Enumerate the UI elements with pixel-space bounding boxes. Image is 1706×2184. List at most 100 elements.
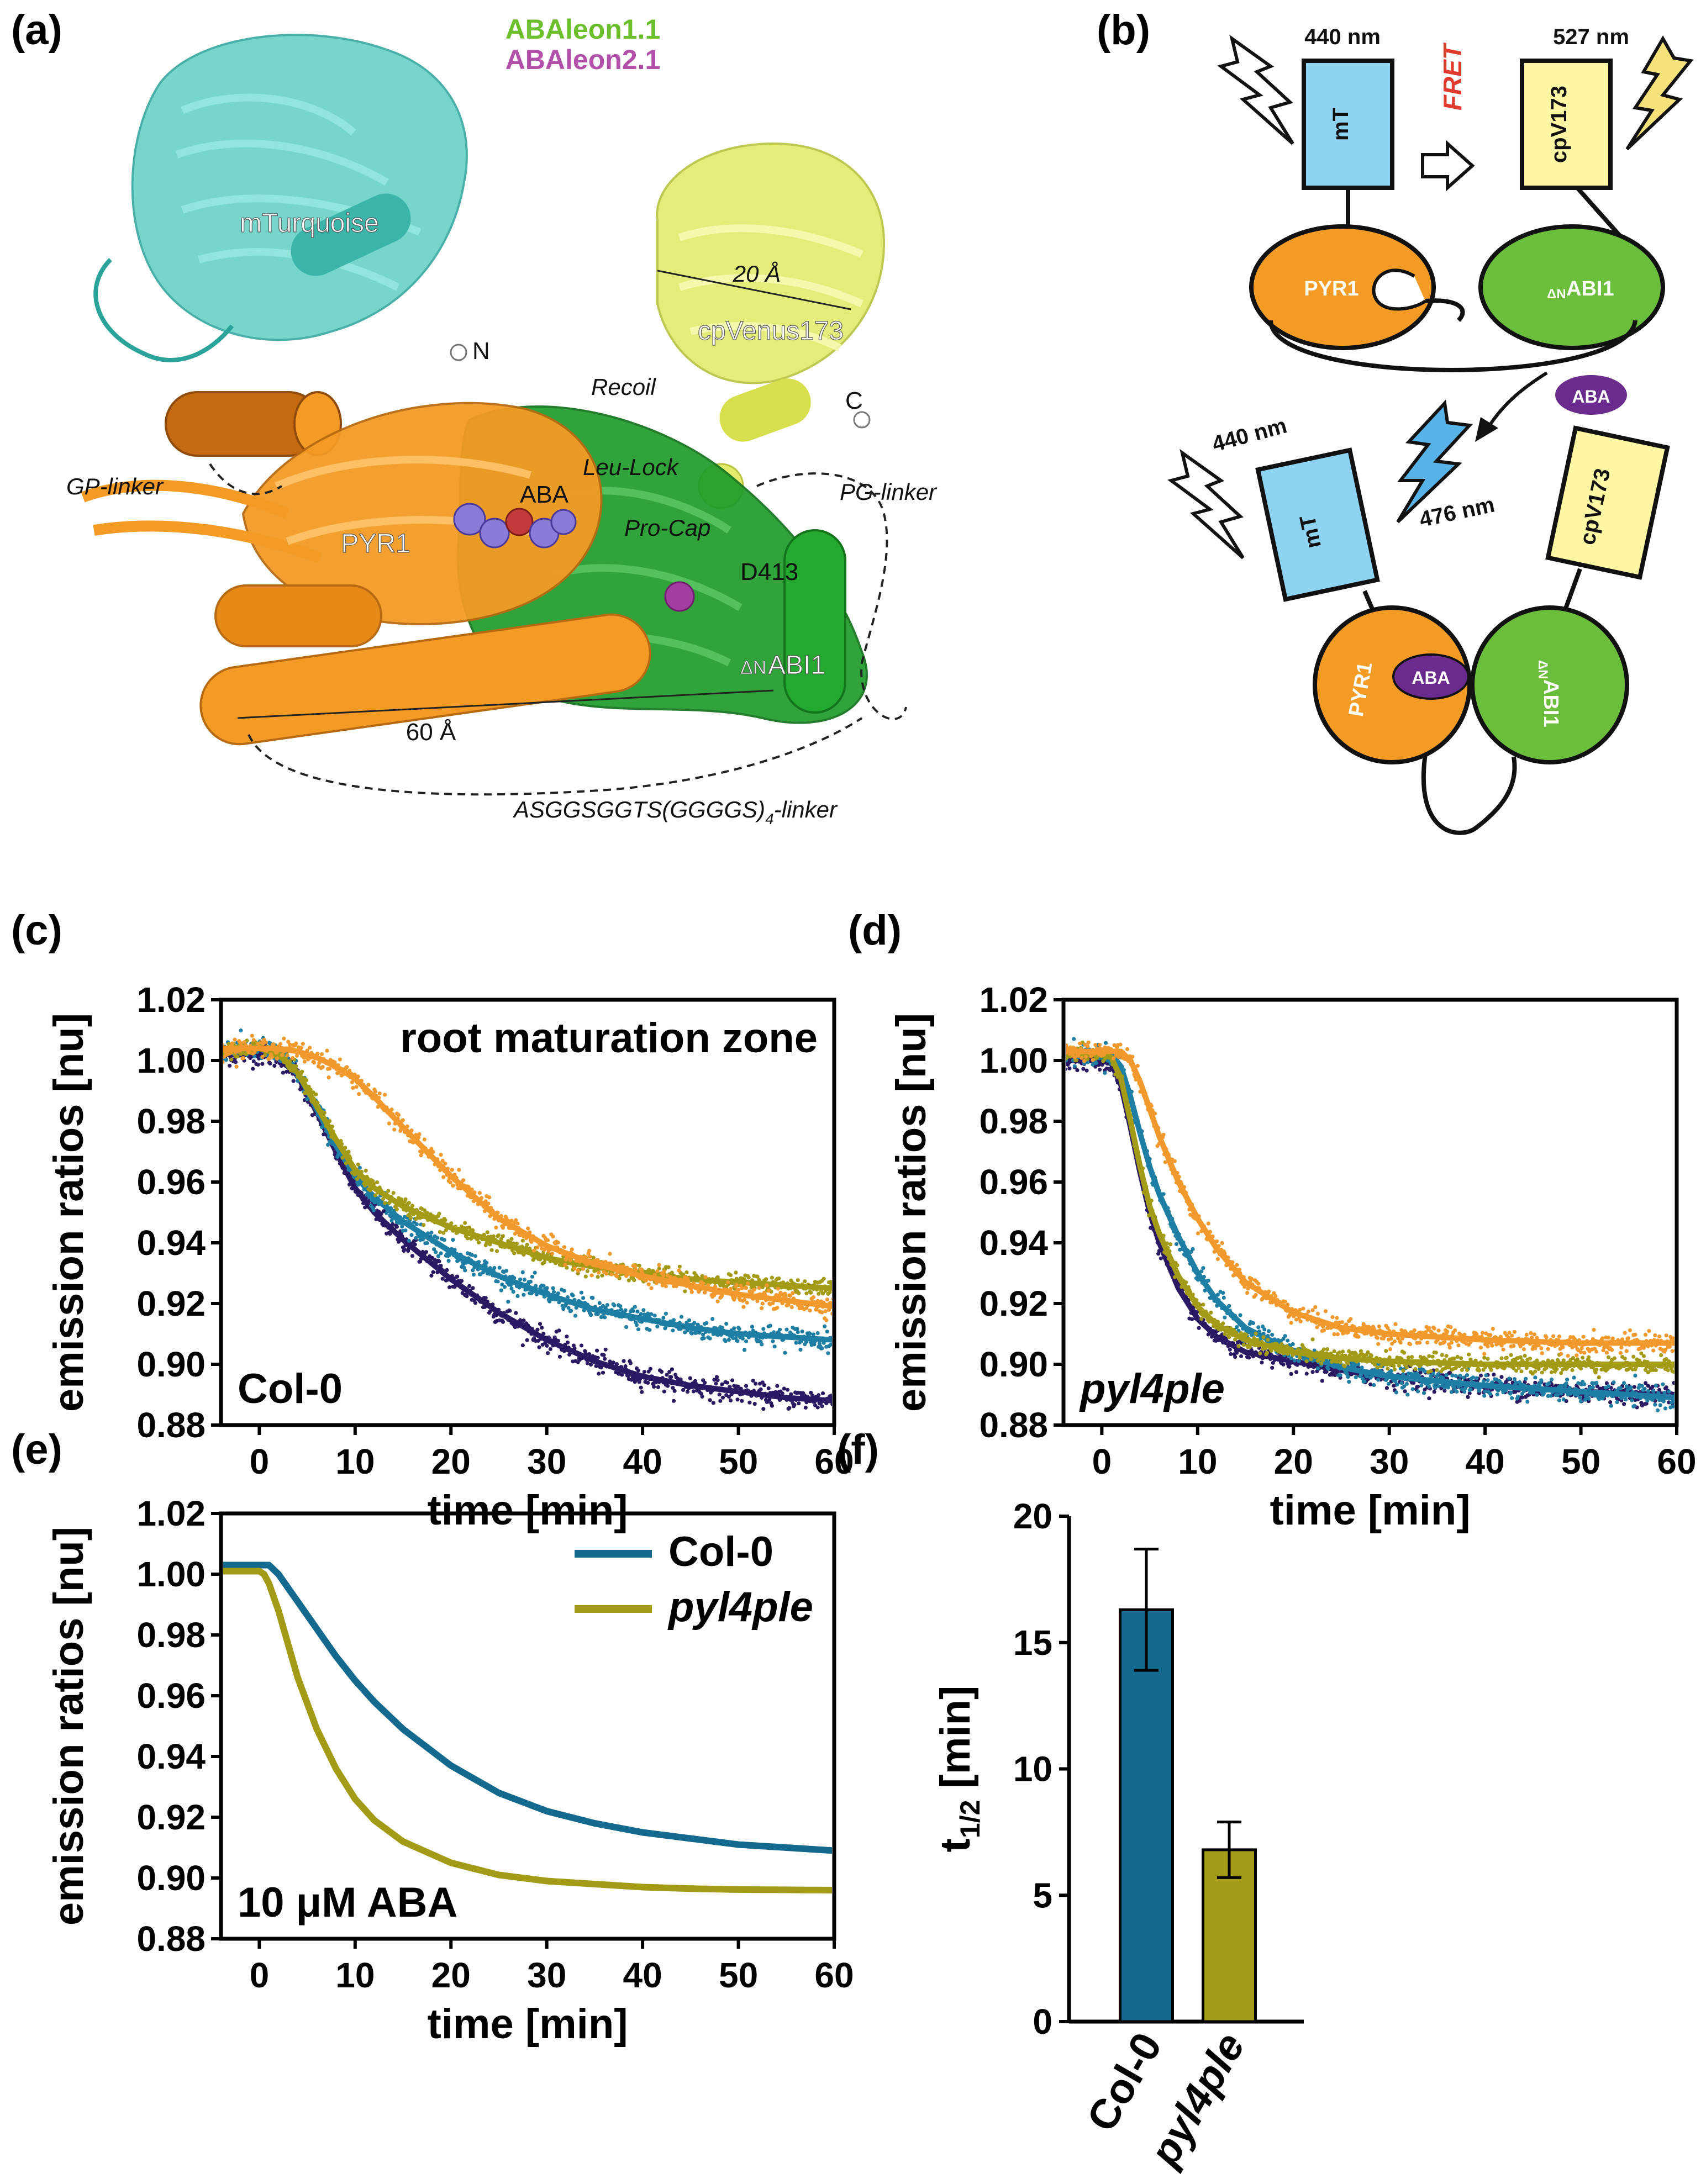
chart-c-point <box>548 1347 552 1351</box>
chart-c-point <box>683 1289 687 1294</box>
distance-20-line <box>657 270 851 310</box>
chart-c-point <box>688 1376 692 1380</box>
chart-d-point <box>1386 1381 1391 1386</box>
chart-c-point <box>679 1315 684 1319</box>
chart-c-ytick-label-7: 1.02 <box>136 980 206 1020</box>
chart-c-point <box>459 1279 464 1283</box>
chart-c-point <box>473 1254 478 1258</box>
chart-c-point <box>551 1290 556 1294</box>
chart-d-xtick-label-3: 30 <box>1370 1442 1409 1481</box>
chart-c-point <box>282 1036 286 1041</box>
chart-d-point <box>1447 1370 1452 1375</box>
chart-d-point <box>1594 1381 1599 1385</box>
chart-d-point <box>1320 1379 1324 1383</box>
chart-d-point <box>1401 1368 1405 1373</box>
chart-c-point <box>576 1271 580 1276</box>
chart-c-point <box>626 1278 631 1283</box>
chart-c-point <box>761 1327 766 1331</box>
chart-d-point <box>1622 1402 1626 1406</box>
bottom-cpv-box <box>1545 425 1670 580</box>
chart-c-point <box>723 1339 728 1343</box>
chart-d-point <box>1347 1380 1351 1384</box>
chart-d-ylabel: emission ratios [nu] <box>888 1013 935 1412</box>
chart-d-point <box>1376 1378 1381 1382</box>
chart-c-point <box>708 1398 712 1402</box>
chart-d-xtick-label-0: 0 <box>1092 1442 1112 1481</box>
chart-d-xtick-label-6: 60 <box>1657 1442 1696 1481</box>
chart-c-point <box>622 1264 626 1269</box>
chart-c-point <box>585 1269 589 1273</box>
chart-c-point <box>745 1300 749 1305</box>
chart-c-point <box>291 1079 296 1083</box>
chart-d-point <box>1642 1386 1647 1391</box>
chart-c-point <box>383 1093 387 1097</box>
chart-c-point <box>797 1401 801 1406</box>
top-cpv-linker <box>1576 186 1623 239</box>
chart-d-point <box>1429 1369 1433 1373</box>
c-terminus-marker <box>853 411 871 429</box>
chart-d-point <box>1244 1332 1249 1337</box>
chart-d-point <box>1452 1356 1456 1361</box>
chart-d-point <box>1434 1351 1438 1355</box>
excitation-bolt-top <box>1217 34 1294 145</box>
chart-c-point <box>425 1241 429 1246</box>
chart-d-ytick-label-4: 0.96 <box>979 1162 1048 1202</box>
chart-d-point <box>1514 1369 1519 1373</box>
top-pyr1-pocket <box>1372 268 1426 311</box>
chart-d-point <box>1533 1369 1537 1374</box>
chart-d-point <box>1365 1374 1369 1379</box>
chart-c-point <box>251 1059 256 1064</box>
top-loop-linker <box>1268 320 1637 372</box>
chart-d-point <box>1481 1379 1486 1384</box>
chart-d-point <box>1269 1348 1273 1353</box>
chart-c-point <box>234 1064 239 1069</box>
chart-d-point <box>1386 1367 1390 1371</box>
chart-c-point <box>562 1289 566 1293</box>
chart-c-point <box>241 1056 246 1061</box>
chart-c-point <box>556 1291 560 1296</box>
chart-c-point <box>831 1297 832 1301</box>
chart-c-point <box>506 1300 510 1304</box>
chart-d-point <box>1630 1398 1634 1402</box>
chart-c-point <box>766 1289 771 1293</box>
chart-c-point <box>483 1296 488 1300</box>
chart-c-point <box>787 1406 792 1410</box>
pg-linker-curve <box>756 472 907 720</box>
pyr1-domain <box>81 391 651 746</box>
chart-d-point <box>1646 1389 1650 1394</box>
chart-c-point <box>233 1060 238 1064</box>
chart-c-point <box>800 1330 804 1334</box>
chart-c-point <box>387 1121 392 1126</box>
chart-d-point <box>1404 1381 1409 1386</box>
chart-c-ytick-label-3: 0.94 <box>136 1223 206 1263</box>
chart-d-point <box>1174 1242 1179 1246</box>
chart-d-point <box>1410 1355 1414 1359</box>
chart-c-point <box>457 1168 461 1172</box>
chart-c-point <box>712 1293 717 1297</box>
chart-c-point <box>815 1331 820 1336</box>
chart-c-point <box>632 1278 636 1283</box>
chart-c-point <box>357 1165 362 1170</box>
chart-c-point <box>491 1234 496 1238</box>
chart-d-point <box>1539 1378 1544 1383</box>
chart-c-point <box>619 1307 623 1312</box>
label-n-terminus: N <box>472 337 490 365</box>
chart-d-point <box>1431 1371 1436 1376</box>
chart-c-point <box>256 1062 260 1067</box>
chart-c-point <box>440 1276 445 1281</box>
chart-c-point <box>633 1305 637 1309</box>
chart-d-point <box>1477 1389 1481 1393</box>
chart-d-point <box>1421 1391 1426 1395</box>
chart-c-point <box>671 1318 676 1322</box>
chart-d-point <box>1238 1313 1242 1317</box>
chart-d-point <box>1435 1368 1439 1372</box>
chart-c-point <box>431 1270 435 1274</box>
label-d413: D413 <box>740 558 798 585</box>
chart-c-point <box>288 1042 292 1047</box>
chart-d-point <box>1346 1375 1350 1379</box>
chart-c-point <box>439 1251 443 1255</box>
chart-d-point <box>1066 1067 1067 1072</box>
chart-c-point <box>514 1311 518 1315</box>
transition-arrow-shaft <box>1484 371 1548 432</box>
chart-c-point <box>595 1348 599 1353</box>
